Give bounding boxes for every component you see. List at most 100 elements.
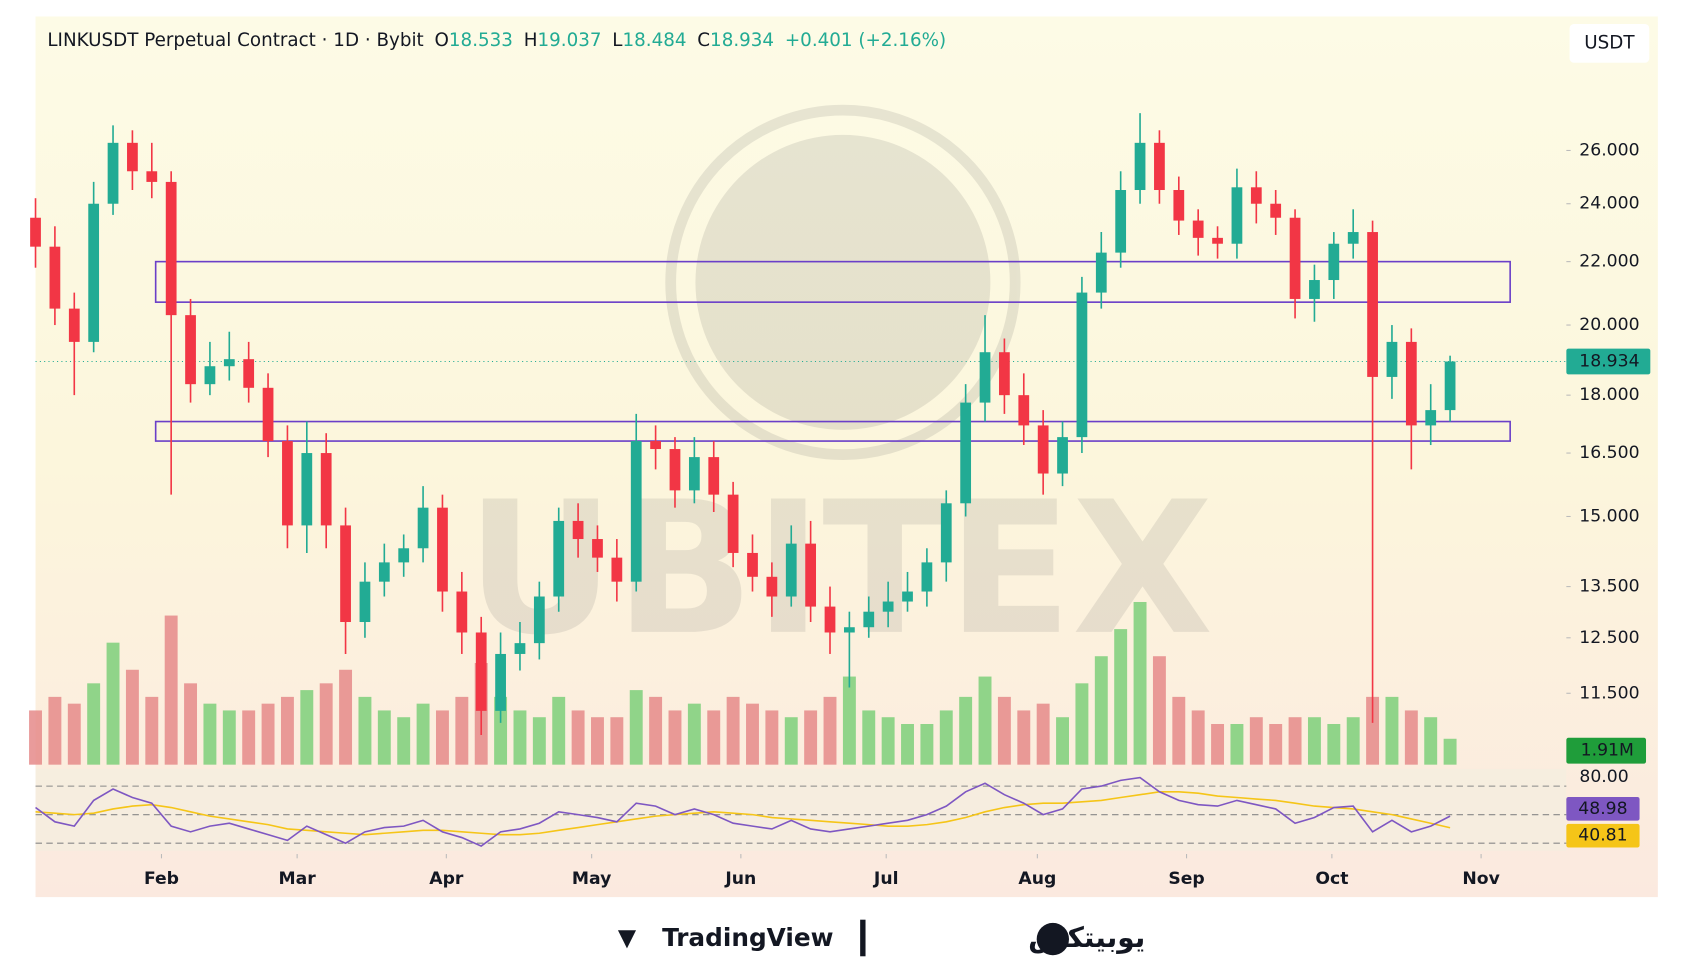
volume-bar	[1443, 738, 1457, 765]
volume-bar	[1152, 656, 1166, 765]
candle-body	[785, 543, 797, 597]
candle-body	[417, 507, 429, 549]
candle-body	[1250, 187, 1262, 204]
candle-body	[127, 142, 138, 172]
candle-body	[456, 591, 468, 633]
candle-body	[475, 632, 487, 711]
candle-body	[999, 352, 1010, 396]
candle-body	[1367, 232, 1378, 377]
x-tick-label: Sep	[1168, 869, 1204, 889]
x-tick-label: Oct	[1315, 869, 1348, 889]
watermark: UBITEX	[466, 463, 1213, 676]
currency[interactable]: USDT	[1584, 32, 1635, 53]
x-tick-label: Nov	[1462, 869, 1499, 889]
candle-body	[165, 181, 177, 316]
candle-body	[766, 576, 778, 597]
volume-bar	[920, 723, 934, 765]
y-tick-label: 20.000	[1579, 315, 1639, 335]
candle-body	[30, 217, 41, 247]
volume-bar	[397, 717, 411, 765]
candle-body	[1405, 341, 1417, 426]
candle-body	[262, 387, 274, 442]
rsi-line	[35, 776, 1451, 847]
volume-bar	[1094, 656, 1108, 765]
volume-bar	[455, 696, 469, 765]
volume-bar	[591, 717, 604, 765]
volume-bar	[939, 710, 953, 765]
footer: ▼ TradingView یوبیتکس	[618, 919, 1145, 957]
candle-body	[1076, 292, 1088, 438]
candle-body	[301, 453, 313, 526]
currency-button[interactable]	[1569, 24, 1650, 63]
candle-body	[747, 552, 758, 577]
ohlc-label: C	[697, 30, 710, 51]
volume-label: 1.91M	[1581, 741, 1634, 761]
volume-bar	[339, 669, 353, 765]
volume-bar	[1269, 723, 1283, 765]
volume-bar	[242, 710, 256, 765]
volume-bar	[261, 703, 275, 765]
ohlc-value: 18.484	[622, 30, 686, 51]
candle-body	[1347, 232, 1359, 244]
candle-body	[1212, 237, 1223, 244]
change: +0.401 (+2.16%)	[785, 30, 946, 51]
volume-bar	[319, 683, 333, 765]
candle-body	[398, 548, 410, 563]
volume-bar	[649, 696, 663, 765]
candle-body	[1444, 361, 1456, 411]
candle-body	[495, 653, 506, 711]
volume-bar	[1211, 723, 1225, 765]
footer-brand: TradingView	[662, 923, 833, 952]
volume-bar	[377, 710, 391, 765]
candle-body	[282, 441, 293, 526]
volume-bar	[959, 696, 973, 765]
y-tick-label: 11.500	[1579, 683, 1639, 703]
candle-body	[882, 601, 894, 612]
last-price-label: 18.934	[1579, 351, 1639, 371]
candle-body	[688, 457, 700, 491]
volume-bar	[765, 710, 779, 765]
candle-body	[1328, 243, 1340, 281]
candle-body	[921, 562, 933, 592]
y-tick-label: 12.500	[1579, 628, 1639, 648]
candle-body	[1386, 341, 1398, 377]
candle-body	[669, 449, 681, 491]
zone	[154, 260, 1511, 303]
volume-bar	[610, 717, 624, 765]
volume-bar	[726, 696, 740, 765]
candle-body	[1289, 217, 1301, 299]
y-tick-label: 22.000	[1579, 252, 1639, 272]
candle-body	[727, 494, 739, 553]
volume-bar	[1404, 710, 1418, 765]
volume-bar	[1249, 717, 1263, 765]
volume-bar	[804, 710, 818, 765]
volume-bar	[552, 696, 566, 765]
volume-bar	[184, 683, 198, 765]
x-tick-label: May	[572, 869, 611, 889]
candle-body	[1095, 252, 1107, 293]
candle-body	[611, 557, 623, 582]
rsi-ma-line	[35, 790, 1451, 836]
volume-bar	[164, 615, 178, 765]
candle-body	[1018, 395, 1030, 426]
volume-bar	[1036, 703, 1050, 765]
candle-body	[88, 203, 100, 342]
candle-body	[49, 246, 61, 309]
volume-bar	[997, 696, 1011, 765]
volume-bar	[862, 710, 876, 765]
volume-bar	[1424, 717, 1438, 765]
x-tick-label: Feb	[144, 869, 179, 889]
rsi-tick-label: 80.00	[1579, 767, 1628, 787]
volume-bar	[1230, 723, 1244, 765]
volume-bar	[300, 690, 314, 765]
header: LINKUSDT Perpetual Contract · 1D · Bybit…	[47, 30, 946, 51]
volume-bar	[571, 710, 585, 765]
candle-body	[340, 525, 351, 623]
candle-body	[68, 308, 80, 342]
volume-bar	[67, 703, 81, 765]
volume-bar	[87, 683, 101, 765]
candle-body	[1173, 190, 1185, 221]
volume-bar	[1191, 710, 1205, 765]
